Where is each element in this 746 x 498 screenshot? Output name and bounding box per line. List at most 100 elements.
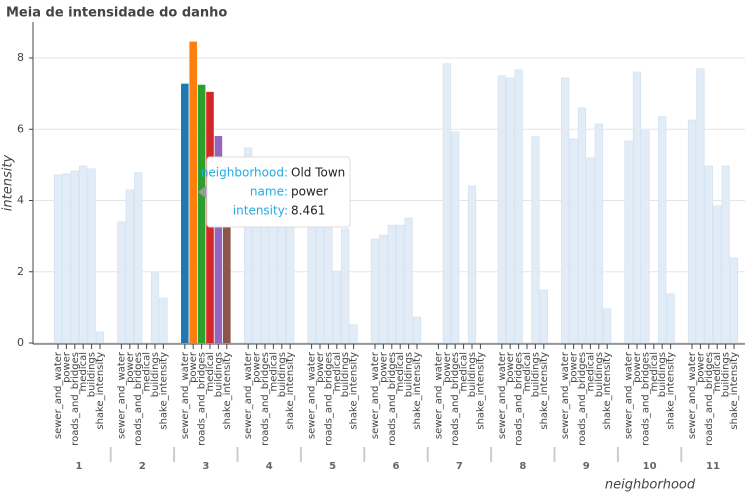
tooltip-value: 8.461 [291,204,325,218]
bar [721,165,730,344]
bar [497,75,506,344]
x-subcategory-label: buildings [530,352,541,397]
x-subcategory-label: roads_and_bridges [704,352,715,446]
x-subcategory-label: shake_intensity [539,352,550,430]
x-subcategory-label: medical [712,352,723,391]
x-group-label: 9 [583,461,590,472]
bar [244,147,253,344]
x-subcategory-label: buildings [213,352,224,397]
x-subcategory-label: sewer_and_water [560,351,571,439]
x-subcategory-label: sewer_and_water [497,351,508,439]
x-subcategory-label: roads_and_bridges [450,352,461,446]
bar [197,84,206,343]
bar [729,257,739,344]
x-subcategory-label: shake_intensity [95,352,106,430]
x-group-label: 4 [266,461,273,472]
bar [696,68,705,344]
bar [404,217,413,344]
bar [412,316,422,344]
x-subcategory-label: medical [395,352,406,391]
x-subcategory-label: roads_and_bridges [514,352,525,446]
tooltip-label: intensity: [233,204,288,218]
bar [561,77,570,344]
bar [370,238,380,344]
x-subcategory-label: power [315,351,326,383]
x-group-label: 7 [456,461,463,472]
x-subcategory-label: medical [268,352,279,391]
bar [150,272,160,344]
bar [704,165,713,344]
x-subcategory-label: shake_intensity [412,352,423,430]
x-subcategory-label: buildings [87,352,98,397]
bar [451,131,460,344]
x-subcategory-label: medical [332,352,343,391]
bar [214,136,223,343]
x-group-label: 2 [139,461,146,472]
x-subcategory-label: power [569,351,580,383]
x-subcategory-label: medical [522,352,533,391]
chart-title: Meia de intensidade do danho [6,6,227,21]
x-subcategory-label: sewer_and_water [53,351,64,439]
bar [531,136,540,344]
bar [379,234,388,344]
bar [666,293,675,344]
x-subcategory-label: shake_intensity [666,352,677,430]
bar [624,140,633,344]
bar [539,289,548,344]
tooltip-label: name: [250,185,288,199]
x-subcategory-label: buildings [277,352,288,397]
x-subcategory-label: shake_intensity [285,352,296,430]
x-subcategory-label: buildings [657,352,668,397]
x-group-label: 6 [393,461,400,472]
x-group-label: 10 [643,461,657,472]
bar [506,77,515,344]
bar [70,170,79,344]
bar [62,173,71,344]
bar [658,116,667,344]
x-subcategory-label: shake_intensity [349,352,360,430]
x-subcategory-label: sewer_and_water [307,351,318,439]
bar [632,71,642,344]
bar [341,228,350,344]
x-subcategory-label: power [442,351,453,383]
x-subcategory-label: roads_and_bridges [577,352,588,446]
x-subcategory-label: power [252,351,263,383]
bar [181,83,189,343]
bar [396,224,405,344]
bar [53,174,63,344]
x-subcategory-label: shake_intensity [222,352,233,430]
tooltip-arrow [198,185,207,199]
x-subcategory-label: medical [142,352,153,391]
x-group-label: 11 [706,461,720,472]
x-subcategory-label: power [188,351,199,383]
x-subcategory-label: medical [585,352,596,391]
bar [713,205,722,344]
x-subcategory-label: roads_and_bridges [323,352,334,446]
x-subcategory-label: buildings [467,352,478,397]
x-subcategory-label: power [125,351,136,383]
tooltip-box [206,156,351,228]
x-group-label: 5 [329,461,336,472]
bar [79,165,88,344]
bar [223,182,231,343]
x-subcategory-label: power [61,351,72,383]
y-tick-label: 4 [17,194,24,207]
x-subcategory-label: power [505,351,516,383]
x-axis-label: neighborhood [605,478,696,493]
bar [603,308,612,344]
bar [577,107,587,344]
bar [159,297,168,344]
x-subcategory-label: sewer_and_water [243,351,254,439]
x-subcategory-label: medical [649,352,660,391]
x-subcategory-label: shake_intensity [158,352,169,430]
tooltip-value: Old Town [291,166,345,180]
bar [594,123,603,344]
bar [87,168,96,344]
x-subcategory-label: roads_and_bridges [387,352,398,446]
bar [349,324,358,344]
x-subcategory-label: roads_and_bridges [640,352,651,446]
x-subcategory-label: buildings [150,352,161,397]
bar [569,138,578,344]
tooltip-label: neighborhood: [201,166,288,180]
